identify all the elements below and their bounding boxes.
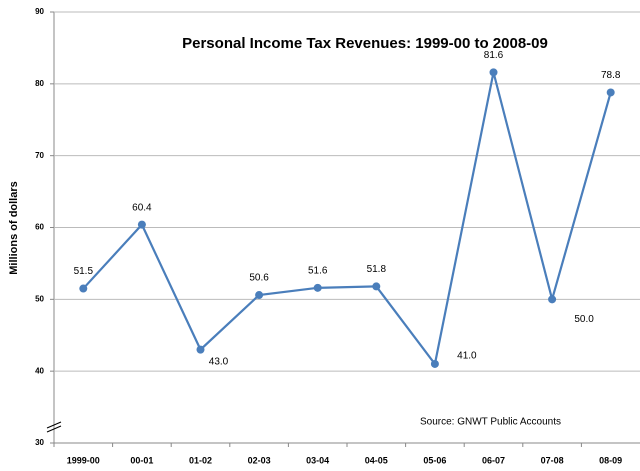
marker	[196, 345, 205, 354]
marker	[313, 283, 322, 292]
data-label: 51.6	[308, 265, 328, 276]
y-tick-label: 60	[35, 223, 44, 232]
marker	[489, 68, 498, 77]
x-tick-label: 05-06	[423, 455, 446, 465]
x-tick-label: 08-09	[599, 455, 622, 465]
x-tick-label: 04-05	[365, 455, 388, 465]
x-tick-label: 01-02	[189, 455, 212, 465]
marker	[606, 88, 615, 97]
marker	[137, 220, 146, 229]
data-label: 41.0	[457, 351, 477, 362]
y-axis-label: Millions of dollars	[8, 181, 20, 275]
data-label: 43.0	[209, 356, 229, 367]
x-tick-label: 02-03	[248, 455, 271, 465]
marker	[79, 284, 88, 293]
source-note: Source: GNWT Public Accounts	[420, 417, 561, 428]
x-tick-label: 03-04	[306, 455, 329, 465]
y-tick-label: 30	[35, 438, 44, 447]
axis-break	[46, 421, 62, 433]
marker	[255, 291, 264, 300]
y-tick-label: 50	[35, 294, 44, 303]
data-label: 51.5	[74, 266, 94, 277]
y-tick-label: 40	[35, 366, 44, 375]
data-label: 78.8	[601, 70, 621, 81]
x-tick-label: 07-08	[541, 455, 564, 465]
y-tick-label: 80	[35, 79, 44, 88]
marker	[430, 359, 439, 368]
x-tick-label: 1999-00	[67, 455, 100, 465]
data-label: 51.8	[367, 264, 387, 275]
x-tick-label: 06-07	[482, 455, 505, 465]
data-label: 60.4	[132, 202, 152, 213]
line	[82, 72, 612, 367]
chart-title: Personal Income Tax Revenues: 1999-00 to…	[182, 35, 548, 52]
y-tick-label: 90	[35, 7, 44, 16]
x-tick-label: 00-01	[130, 455, 153, 465]
data-label: 50.0	[574, 314, 594, 325]
data-label: 50.6	[249, 273, 269, 284]
data-label: 81.6	[484, 50, 504, 61]
marker	[372, 282, 381, 291]
marker	[548, 295, 557, 304]
y-tick-label: 70	[35, 151, 44, 160]
